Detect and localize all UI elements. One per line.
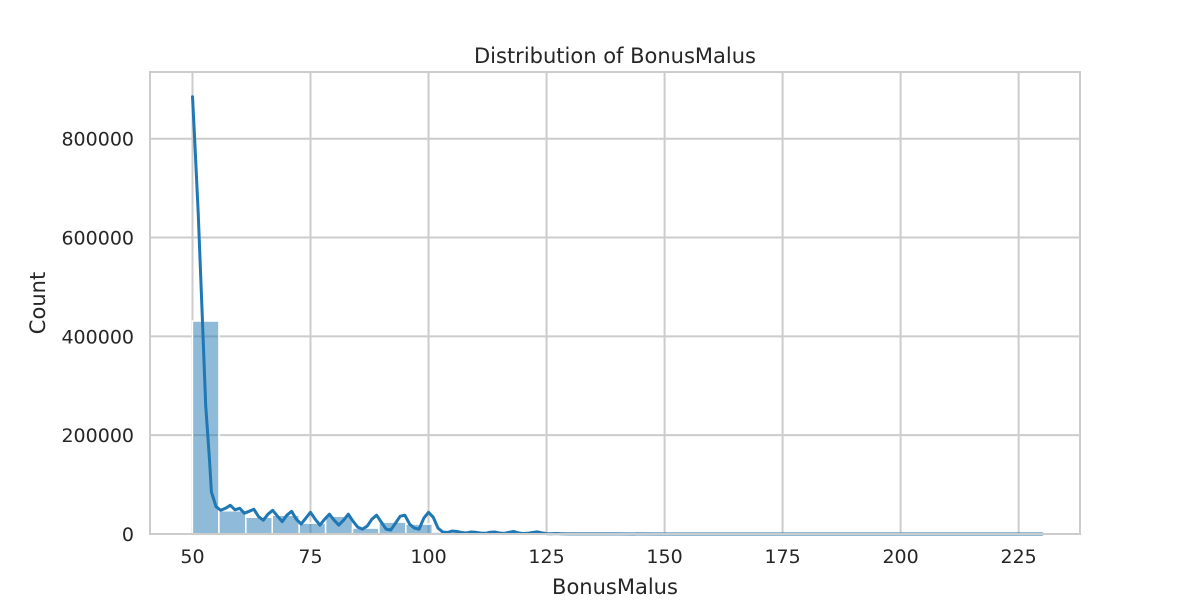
y-tick-label: 800000: [61, 129, 134, 151]
y-tick-label: 200000: [61, 425, 134, 447]
x-tick-label: 225: [1000, 546, 1036, 568]
x-tick-label: 100: [410, 546, 446, 568]
x-tick-label: 50: [180, 546, 204, 568]
x-tick-label: 75: [298, 546, 322, 568]
x-tick-label: 125: [528, 546, 564, 568]
x-axis-label: BonusMalus: [552, 575, 678, 599]
y-tick-label: 400000: [61, 326, 134, 348]
y-tick-label: 0: [122, 524, 134, 546]
x-tick-label: 200: [882, 546, 918, 568]
x-tick-label: 175: [764, 546, 800, 568]
chart-title: Distribution of BonusMalus: [474, 44, 756, 68]
histogram-bar: [246, 517, 272, 534]
x-tick-label: 150: [646, 546, 682, 568]
histogram-bar: [219, 511, 246, 534]
y-axis-label: Count: [26, 272, 50, 334]
y-tick-label: 600000: [61, 228, 134, 250]
plot-area: [150, 72, 1080, 534]
